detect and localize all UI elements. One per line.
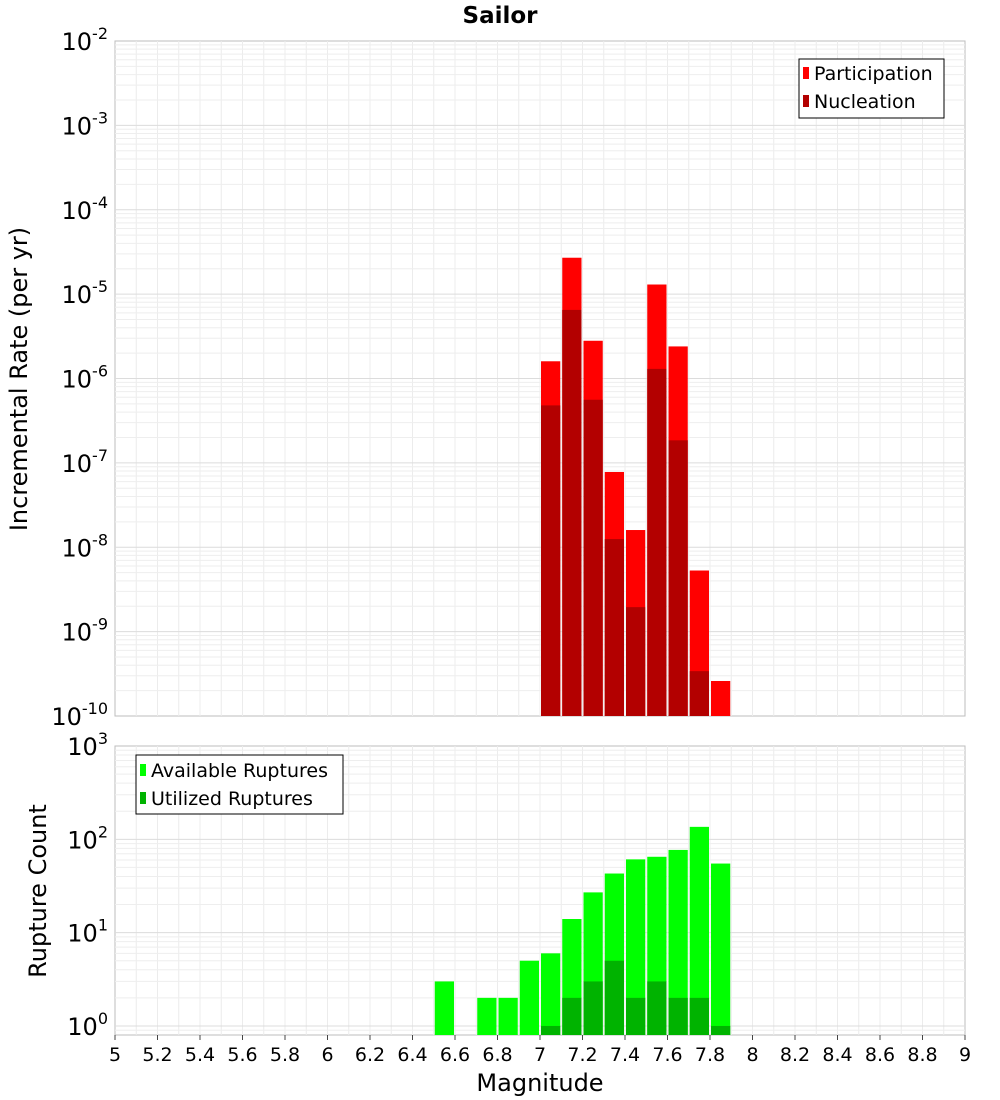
rate-y-tick-label: 10-5: [62, 277, 109, 309]
rate-panel: 10-10 10-9 10-8 10-7 10-6 10-5 10-4 10-3 10-2 In…: [5, 24, 966, 731]
rate-grid: [115, 41, 965, 716]
magnitude-x-tick-label: 6: [321, 1044, 333, 1066]
count-bar-utilized-ruptures: [604, 960, 624, 1035]
count-y-axis-title: Rupture Count: [24, 804, 52, 978]
count-bar-utilized-ruptures: [562, 997, 582, 1035]
magnitude-x-tick-label: 8.6: [865, 1044, 895, 1066]
count-bar-utilized-ruptures: [541, 1025, 561, 1035]
rate-bar-nucleation: [583, 399, 603, 716]
rate-legend-box: [798, 58, 945, 119]
magnitude-x-tick-label: 7.2: [567, 1044, 597, 1066]
rate-y-tick-label: 10-3: [62, 108, 109, 140]
magnitude-x-tick-label: 8.8: [907, 1044, 937, 1066]
rate-y-tick-label: 10-8: [62, 530, 109, 562]
count-legend: Available Ruptures Utilized Ruptures: [135, 754, 344, 815]
magnitude-x-tick-label: 7.6: [652, 1044, 682, 1066]
count-bar-available-ruptures: [668, 849, 688, 1035]
rate-y-tick-label: 10-6: [62, 362, 109, 394]
participation-legend-swatch: [803, 67, 809, 79]
magnitude-x-tick-label: 5.2: [142, 1044, 172, 1066]
magnitude-x-tick-label: 5.8: [270, 1044, 300, 1066]
count-bar-available-ruptures: [477, 997, 497, 1035]
magnitude-x-tick-label: 9: [959, 1044, 971, 1066]
rate-legend: Participation Nucleation: [798, 58, 945, 119]
utilized-legend-swatch: [140, 792, 146, 804]
magnitude-x-tick-label: 6.6: [440, 1044, 470, 1066]
rate-bar-nucleation: [668, 440, 688, 716]
count-bar-available-ruptures: [519, 960, 539, 1035]
participation-legend-label: Participation: [814, 63, 933, 85]
count-y-tick-label: 103: [67, 729, 108, 761]
rate-y-ticks: 10-10 10-9 10-8 10-7 10-6 10-5 10-4 10-3 10-2: [51, 24, 108, 731]
rate-bar-nucleation: [562, 309, 582, 716]
magnitude-x-tick-label: 6.8: [482, 1044, 512, 1066]
count-bars: [434, 826, 731, 1035]
count-bar-utilized-ruptures: [668, 997, 688, 1035]
magnitude-x-ticks: 5 5.2 5.4 5.6 5.8 6 6.2 6.4 6.6 6.8 7 7.2 7.4 7.6 7.8 8…: [109, 1035, 971, 1066]
rate-bar-nucleation: [689, 671, 709, 716]
rate-y-axis-title: Incremental Rate (per yr): [5, 227, 33, 531]
available-legend-swatch: [140, 764, 146, 776]
magnitude-x-tick-label: 7: [534, 1044, 546, 1066]
nucleation-legend-label: Nucleation: [814, 91, 916, 113]
chart-title: Sailor: [463, 3, 539, 29]
utilized-legend-label: Utilized Ruptures: [151, 788, 313, 810]
rate-bar-nucleation: [647, 368, 667, 716]
magnitude-x-tick-label: 6.2: [355, 1044, 385, 1066]
count-bar-available-ruptures: [626, 859, 646, 1035]
rate-y-tick-label: 10-9: [62, 615, 109, 647]
rate-y-tick-label: 10-2: [62, 24, 109, 56]
rate-bar-participation: [711, 680, 731, 716]
count-bar-utilized-ruptures: [583, 981, 603, 1035]
magnitude-x-tick-label: 5: [109, 1044, 121, 1066]
count-bar-utilized-ruptures: [689, 997, 709, 1035]
rate-y-tick-label: 10-4: [62, 193, 109, 225]
magnitude-x-tick-label: 8.4: [822, 1044, 852, 1066]
count-bar-available-ruptures: [711, 863, 731, 1035]
available-legend-label: Available Ruptures: [151, 760, 328, 782]
count-bar-available-ruptures: [498, 997, 518, 1035]
magnitude-x-tick-label: 8: [746, 1044, 758, 1066]
count-bar-utilized-ruptures: [647, 981, 667, 1035]
count-y-tick-label: 100: [67, 1009, 108, 1041]
count-bar-available-ruptures: [434, 981, 454, 1035]
count-legend-box: [135, 754, 344, 815]
nucleation-legend-swatch: [803, 95, 809, 107]
count-y-tick-label: 101: [67, 916, 108, 948]
rate-bar-nucleation: [626, 607, 646, 716]
magnitude-x-tick-label: 8.2: [780, 1044, 810, 1066]
count-bar-utilized-ruptures: [626, 997, 646, 1035]
rate-y-tick-label: 10-7: [62, 446, 109, 478]
magnitude-x-tick-label: 5.4: [185, 1044, 215, 1066]
count-panel: 100 101 102 103 5 5.2 5.4 5.6 5.8 6 6.2 6.4 6.6 6.8 7…: [24, 729, 971, 1097]
count-y-tick-label: 102: [67, 822, 108, 854]
count-bar-utilized-ruptures: [711, 1025, 731, 1035]
magnitude-x-tick-label: 7.8: [695, 1044, 725, 1066]
count-bar-available-ruptures: [689, 826, 709, 1035]
count-y-ticks: 100 101 102 103: [67, 729, 108, 1041]
rate-y-tick-label: 10-10: [51, 699, 108, 731]
rate-bar-nucleation: [604, 539, 624, 716]
rate-bar-nucleation: [541, 405, 561, 716]
rate-bars: [541, 257, 731, 716]
magnitude-x-axis-title: Magnitude: [476, 1069, 603, 1097]
magnitude-x-tick-label: 5.6: [227, 1044, 257, 1066]
magnitude-x-tick-label: 6.4: [397, 1044, 427, 1066]
count-bar-available-ruptures: [541, 953, 561, 1035]
magnitude-x-tick-label: 7.4: [610, 1044, 640, 1066]
